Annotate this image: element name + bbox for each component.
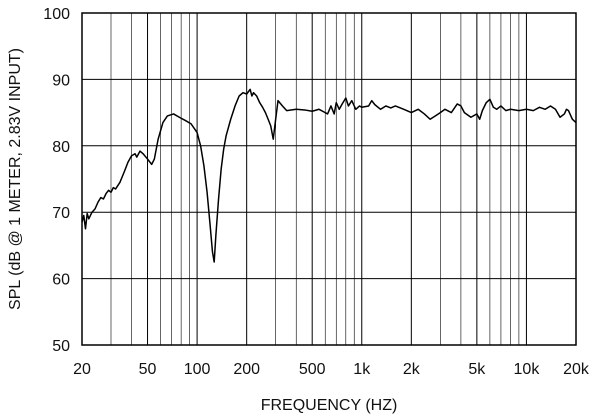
y-tick-label: 90	[52, 72, 70, 89]
y-axis-label: SPL (dB @ 1 METER, 2.83V INPUT)	[7, 48, 24, 310]
x-tick-label: 20	[73, 361, 91, 378]
x-tick-label: 10k	[514, 361, 541, 378]
minor-gridlines	[110, 13, 520, 345]
x-tick-label: 20k	[563, 361, 590, 378]
plot-frame	[81, 12, 577, 346]
y-tick-label: 80	[52, 139, 70, 156]
x-tick-label: 5k	[468, 361, 486, 378]
y-tick-label: 60	[52, 272, 70, 289]
y-tick-label: 100	[43, 6, 70, 23]
y-tick-label: 50	[52, 338, 70, 355]
y-tick-label: 70	[52, 205, 70, 222]
y-tick-labels: 50 60 70 80 90 100	[43, 6, 70, 355]
spl-response-line	[81, 88, 577, 263]
x-tick-label: 200	[233, 361, 260, 378]
x-tick-label: 1k	[353, 361, 371, 378]
series-layer	[81, 88, 577, 263]
x-axis-label: FREQUENCY (HZ)	[261, 397, 398, 414]
x-tick-label: 2k	[403, 361, 421, 378]
x-tick-labels: 20 50 100 200 500 1k 2k 5k 10k 20k	[73, 361, 590, 378]
major-gridlines	[81, 12, 577, 346]
x-tick-label: 500	[299, 361, 326, 378]
x-tick-label: 100	[184, 361, 211, 378]
x-tick-label: 50	[139, 361, 157, 378]
